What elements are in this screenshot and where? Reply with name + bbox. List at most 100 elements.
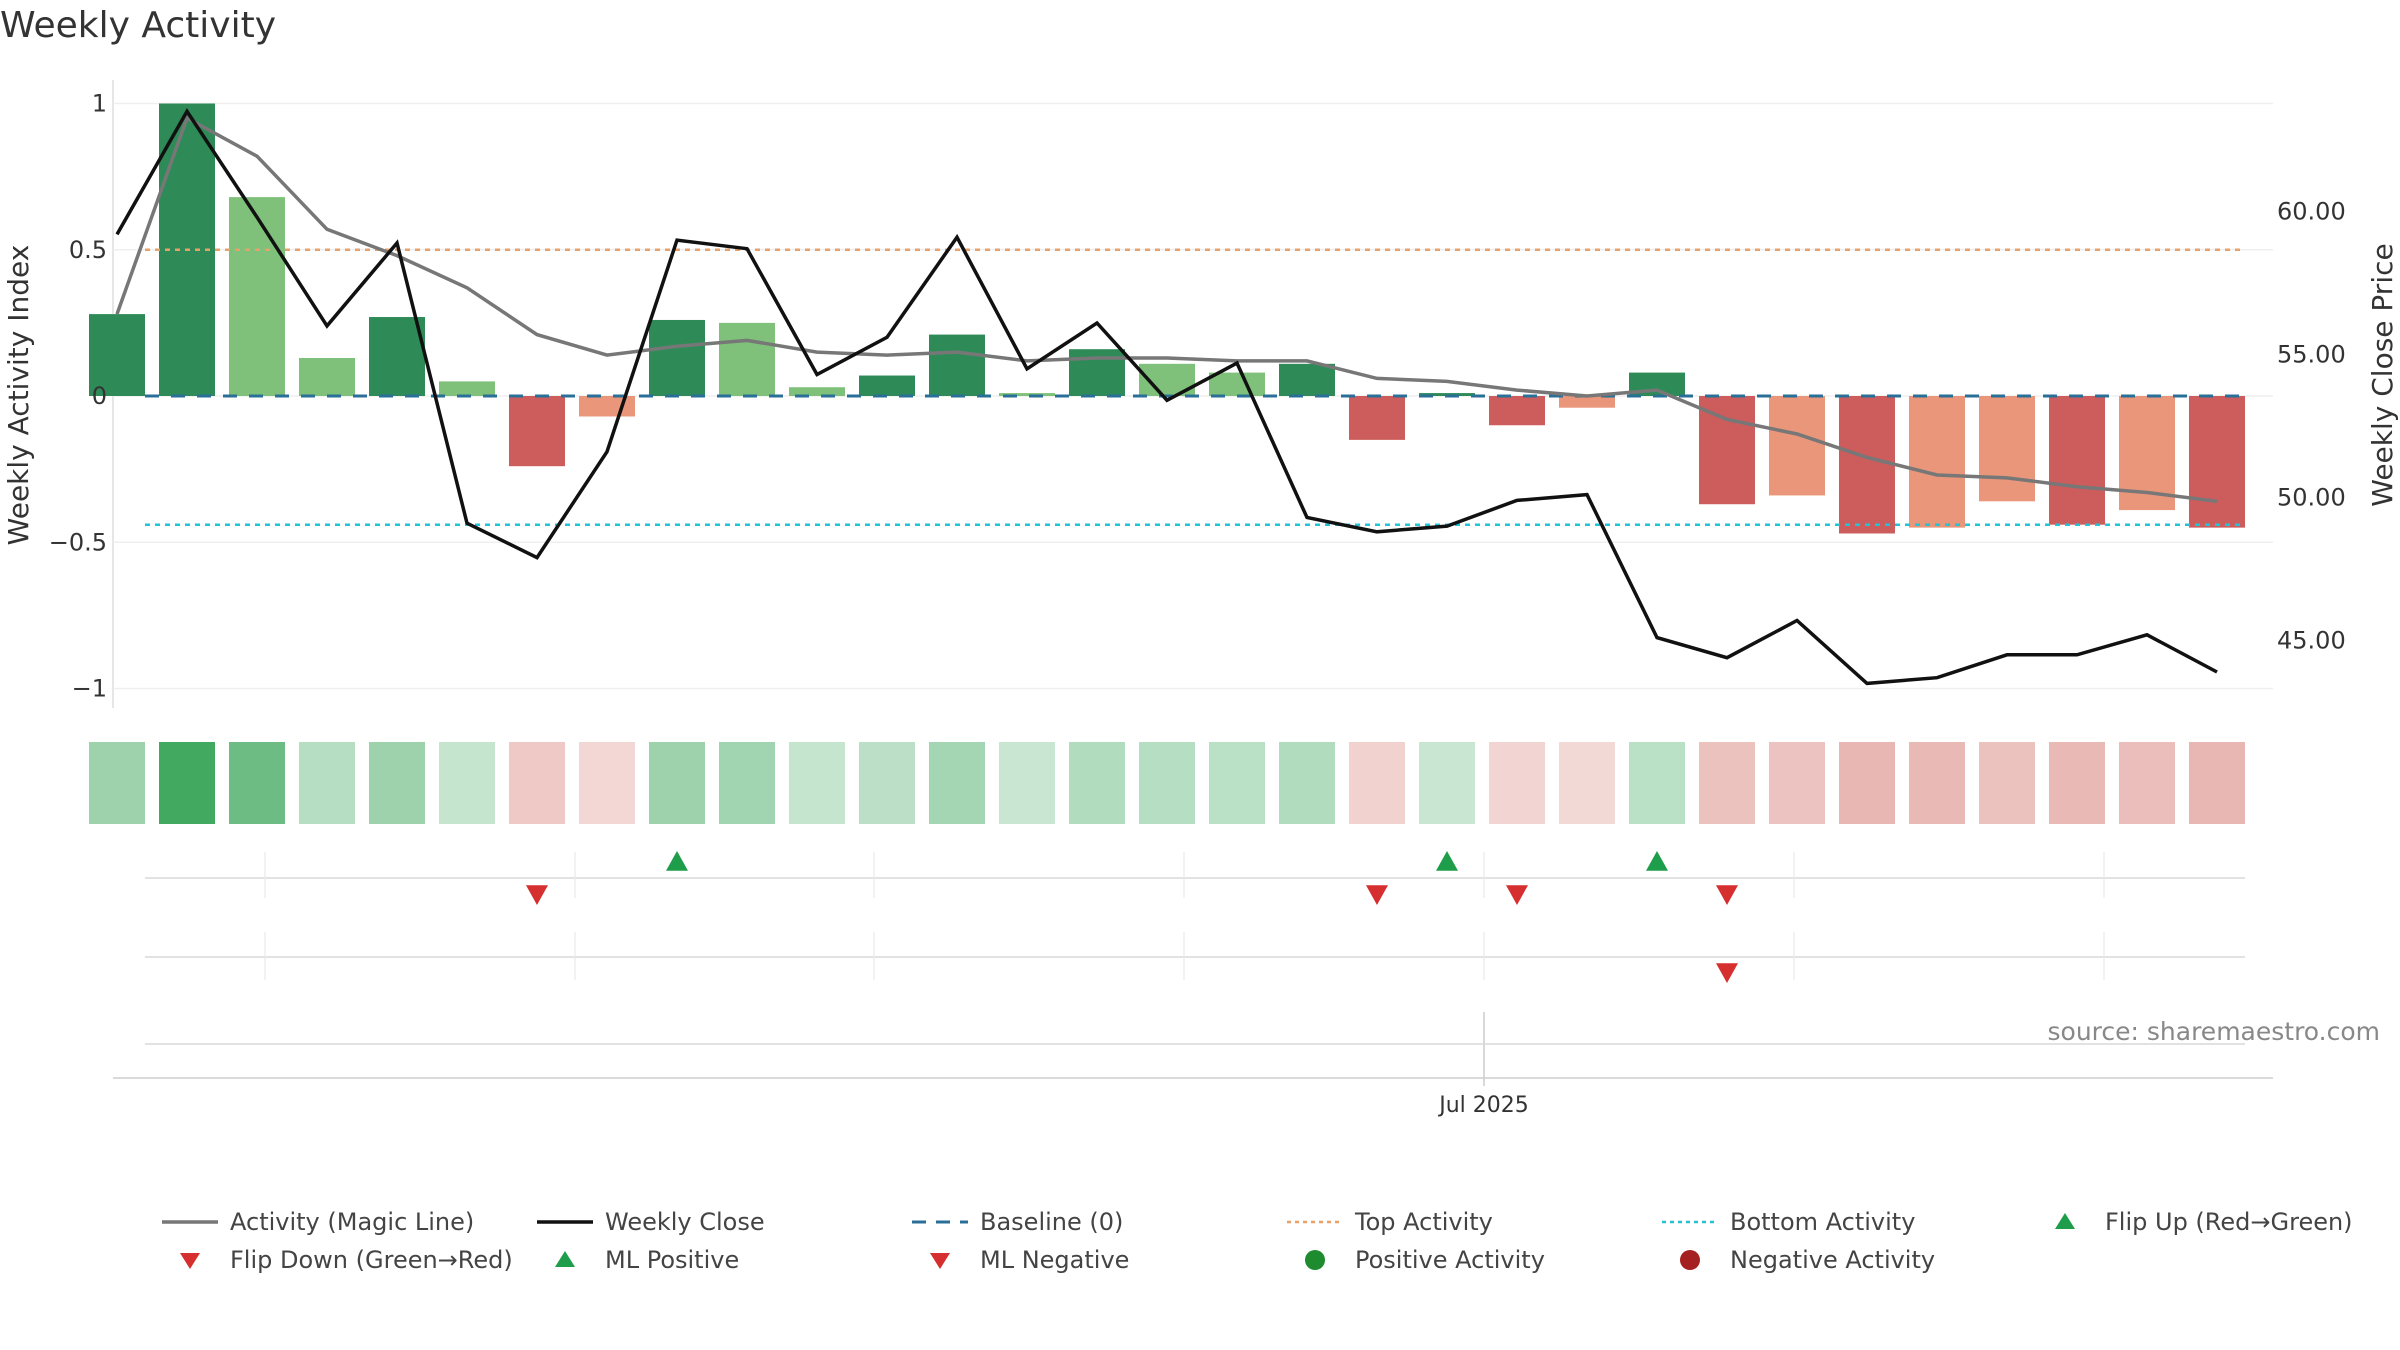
activity-bar xyxy=(2049,396,2105,525)
legend-swatch-dot xyxy=(1662,1220,1718,1224)
activity-bar xyxy=(859,375,915,396)
activity-bar xyxy=(1489,396,1545,426)
activity-bar xyxy=(2189,396,2245,528)
strip-cell xyxy=(1979,742,2035,824)
strip-cell xyxy=(929,742,985,824)
legend-item: ML Negative xyxy=(910,1242,1129,1278)
activity-bar xyxy=(509,396,565,467)
magic-line xyxy=(115,115,2218,504)
y-tick-left: −0.5 xyxy=(49,528,107,556)
strip-cell xyxy=(649,742,705,824)
activity-bar xyxy=(299,357,355,396)
strip-cell xyxy=(789,742,845,824)
flip-down-marker xyxy=(1506,885,1528,905)
legend-item: Weekly Close xyxy=(535,1204,765,1240)
legend-item: ML Positive xyxy=(535,1242,739,1278)
y-tick-right: 60.00 xyxy=(2277,198,2346,226)
legend-item: Activity (Magic Line) xyxy=(160,1204,474,1240)
legend-swatch-tri-down xyxy=(180,1253,200,1269)
strip-cell xyxy=(299,742,355,824)
flip-up-marker xyxy=(1436,851,1458,871)
activity-bar xyxy=(1909,396,1965,528)
strip-cell xyxy=(1279,742,1335,824)
legend-label: Positive Activity xyxy=(1355,1246,1545,1274)
strip-cell xyxy=(1349,742,1405,824)
flip-down-marker xyxy=(1716,885,1738,905)
y-tick-left: −1 xyxy=(72,675,107,703)
flip-down-marker xyxy=(1366,885,1388,905)
strip-cell xyxy=(719,742,775,824)
ml-negative-marker xyxy=(1716,963,1738,983)
chart-title: Weekly Activity xyxy=(0,5,276,46)
strip-cell xyxy=(1209,742,1265,824)
strip-cell xyxy=(1909,742,1965,824)
activity-bar xyxy=(1769,396,1825,496)
grid xyxy=(112,80,2273,1086)
legend-label: Activity (Magic Line) xyxy=(230,1208,475,1236)
strip-cell xyxy=(1489,742,1545,824)
activity-bar xyxy=(719,322,775,396)
strip-cell xyxy=(859,742,915,824)
legend-swatch-tri-up xyxy=(555,1251,575,1267)
activity-bar xyxy=(1069,349,1125,396)
activity-bar xyxy=(1349,396,1405,440)
y-tick-left: 1 xyxy=(92,90,107,118)
intensity-strip xyxy=(89,742,2245,824)
strip-cell xyxy=(1839,742,1895,824)
strip-cell xyxy=(509,742,565,824)
legend-item: Baseline (0) xyxy=(910,1204,1123,1240)
legend-swatch-dash xyxy=(912,1220,968,1224)
strip-cell xyxy=(2119,742,2175,824)
activity-bars xyxy=(89,103,2245,534)
strip-cell xyxy=(1769,742,1825,824)
strip-cell xyxy=(439,742,495,824)
y-tick-right: 55.00 xyxy=(2277,341,2346,369)
legend-label: Bottom Activity xyxy=(1730,1208,1916,1236)
activity-bar xyxy=(1279,363,1335,396)
legend-label: ML Positive xyxy=(605,1246,740,1274)
strip-cell xyxy=(89,742,145,824)
activity-bar xyxy=(579,396,635,417)
strip-cell xyxy=(1139,742,1195,824)
legend-item: Flip Down (Green→Red) xyxy=(160,1242,513,1278)
weekly-close-line xyxy=(115,108,2218,686)
legend-label: Baseline (0) xyxy=(980,1208,1124,1236)
strip-cell xyxy=(579,742,635,824)
y-tick-right: 45.00 xyxy=(2277,627,2346,655)
y-tick-left: 0.5 xyxy=(69,236,107,264)
legend-label: ML Negative xyxy=(980,1246,1130,1274)
y-tick-left: 0 xyxy=(92,382,107,410)
activity-bar xyxy=(1559,396,1615,408)
legend-label: Weekly Close xyxy=(605,1208,765,1236)
y-axis-right-label: Weekly Close Price xyxy=(2366,243,2399,506)
y-axis-left-label: Weekly Activity Index xyxy=(2,245,35,546)
legend-label: Top Activity xyxy=(1355,1208,1493,1236)
strip-cell xyxy=(1559,742,1615,824)
series-lines xyxy=(115,108,2218,686)
legend-swatch-tri-up xyxy=(2055,1213,2075,1229)
strip-cell xyxy=(229,742,285,824)
strip-cell xyxy=(159,742,215,824)
activity-bar xyxy=(229,197,285,396)
legend-label: Flip Down (Green→Red) xyxy=(230,1246,513,1274)
legend-item: Top Activity xyxy=(1285,1204,1493,1240)
flip-up-marker xyxy=(1646,851,1668,871)
strip-cell xyxy=(1069,742,1125,824)
flip-markers xyxy=(526,851,1738,983)
activity-bar xyxy=(649,319,705,396)
activity-bar xyxy=(1979,396,2035,502)
activity-bar xyxy=(89,314,145,396)
activity-bar xyxy=(789,387,845,396)
activity-bar xyxy=(929,334,985,396)
legend-item: Positive Activity xyxy=(1285,1242,1545,1278)
strip-cell xyxy=(1629,742,1685,824)
strip-cell xyxy=(369,742,425,824)
activity-bar xyxy=(1209,372,1265,396)
flip-up-marker xyxy=(666,851,688,871)
legend-item: Bottom Activity xyxy=(1660,1204,1915,1240)
activity-bar xyxy=(1839,396,1895,534)
source-credit: source: sharemaestro.com xyxy=(2048,1017,2381,1046)
legend-swatch-tri-down xyxy=(930,1253,950,1269)
activity-bar xyxy=(999,393,1055,396)
